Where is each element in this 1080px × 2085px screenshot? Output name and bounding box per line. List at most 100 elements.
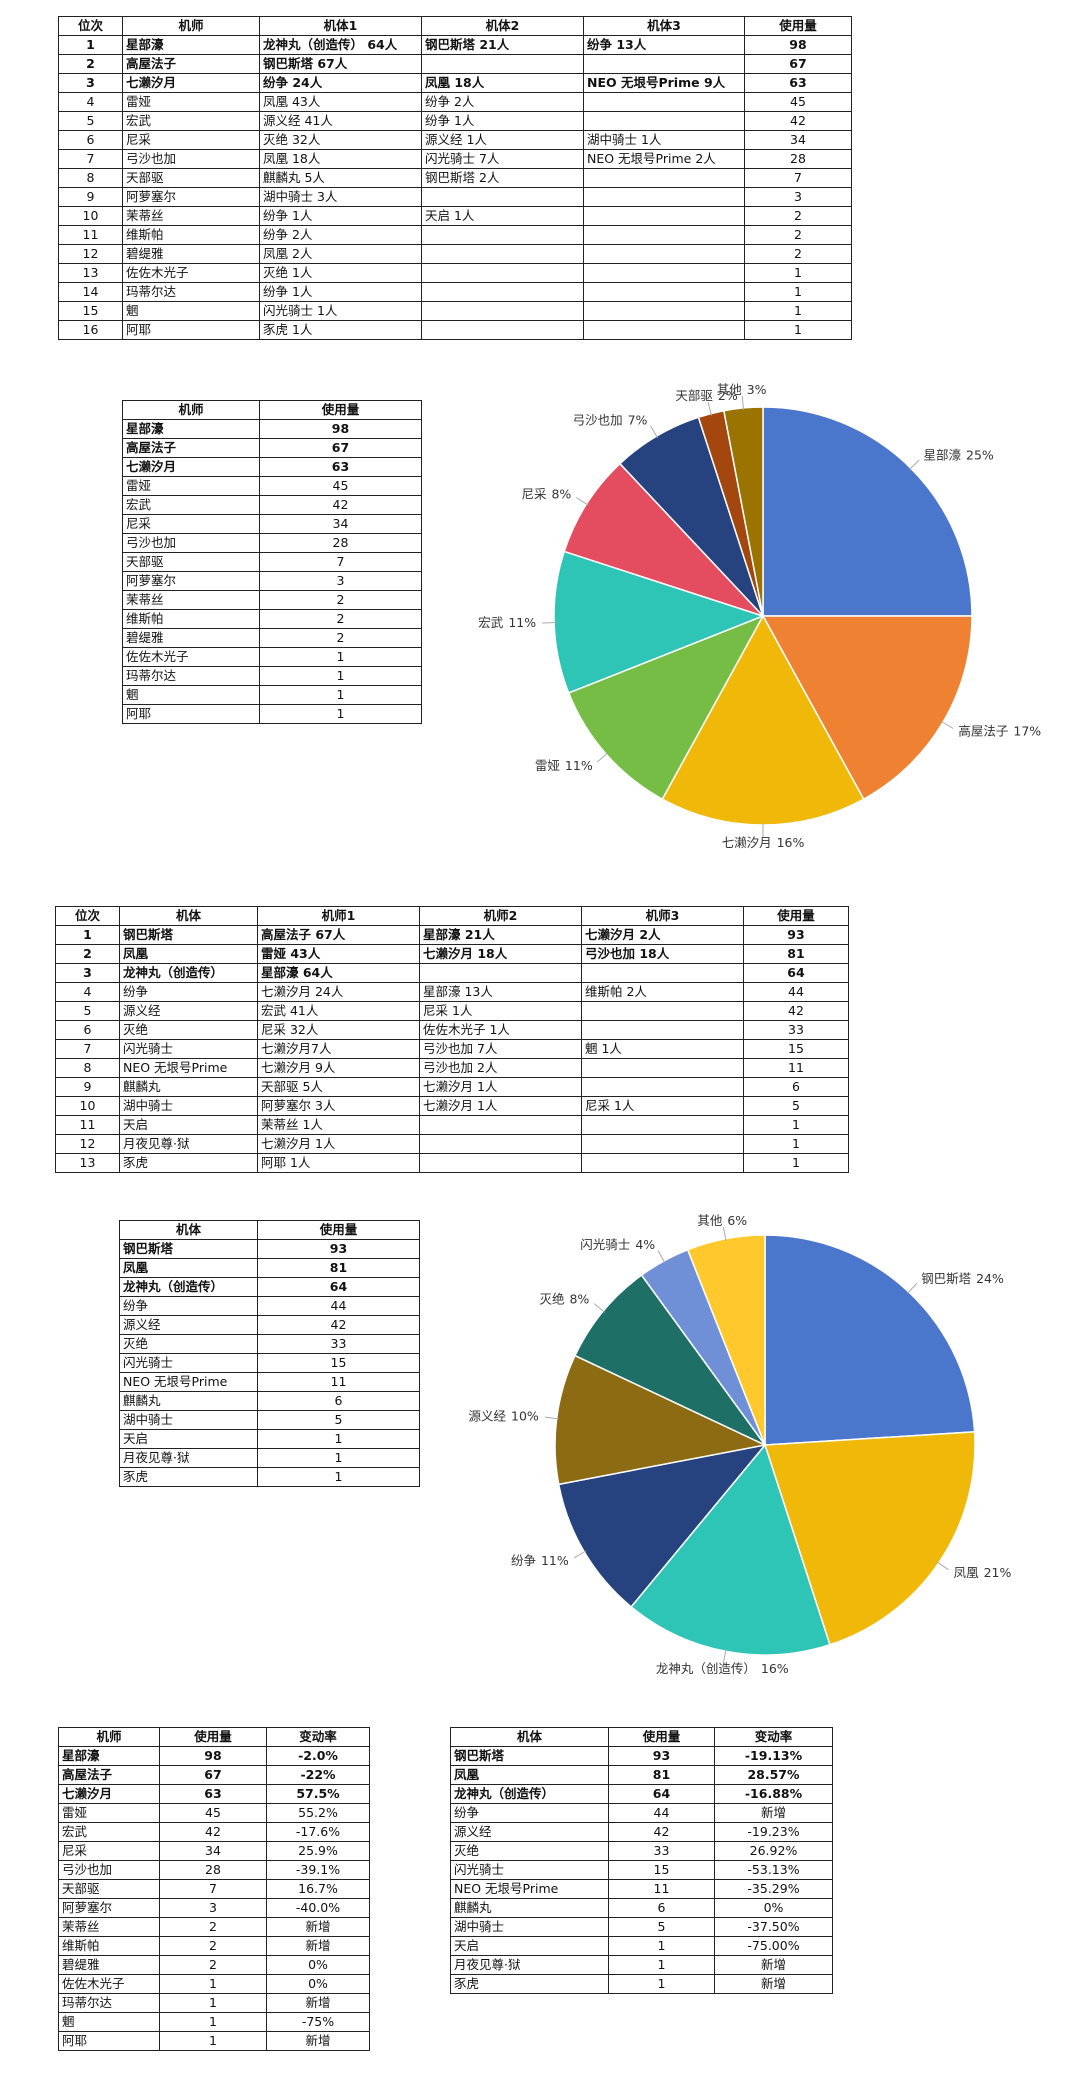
table-cell: NEO 无垠号Prime — [450, 1879, 609, 1899]
table-cell: 尼采 — [58, 1841, 160, 1861]
table-cell: 33 — [257, 1334, 420, 1354]
table-row: 碧缇雅 2 — [122, 628, 422, 648]
table-cell: 13 — [58, 263, 123, 283]
table-cell: 纷争 1人 — [421, 111, 584, 131]
table-row: 星部濠 98 -2.0% — [58, 1746, 370, 1766]
header-cell: 使用量 — [259, 400, 422, 420]
table-row: 豕虎 1 新增 — [450, 1974, 833, 1994]
table-cell: 55.2% — [266, 1803, 370, 1823]
table-cell: 11 — [58, 225, 123, 245]
table-cell: 1 — [743, 1115, 849, 1135]
table-cell: 高屋法子 — [122, 438, 260, 458]
table-cell: 钢巴斯塔 21人 — [421, 35, 584, 55]
table-cell: 弓沙也加 18人 — [581, 944, 744, 964]
table-cell: 龙神丸（创造传） — [450, 1784, 609, 1804]
label-value: 21% — [984, 1565, 1012, 1580]
table-cell: 七濑汐月 1人 — [257, 1134, 420, 1154]
table-row: 麒麟丸 6 0% — [450, 1898, 833, 1918]
label-category: 宏武 — [478, 615, 504, 630]
label-category: 弓沙也加 — [573, 412, 623, 427]
table-cell: 1 — [257, 1467, 420, 1487]
table-cell: 3 — [744, 187, 852, 207]
table-row: 阿萝塞尔 3 -40.0% — [58, 1898, 370, 1918]
table-cell: 麒麟丸 — [450, 1898, 609, 1918]
label-category: 钢巴斯塔 — [921, 1270, 972, 1285]
table-cell: 尼采 1人 — [581, 1096, 744, 1116]
table-cell: 15 — [743, 1039, 849, 1059]
table-cell: 93 — [743, 925, 849, 945]
label-category: 其他 — [717, 382, 743, 397]
table-row: 14 玛蒂尔达 纷争 1人 1 — [58, 282, 852, 302]
table-row: 16 阿耶 豕虎 1人 1 — [58, 320, 852, 340]
table-cell: 2 — [259, 628, 422, 648]
table-cell: 魍 — [122, 301, 260, 321]
table-row: 灭绝 33 — [119, 1334, 420, 1354]
table-cell: 6 — [743, 1077, 849, 1097]
table-cell: 雷娅 43人 — [257, 944, 420, 964]
table-cell: 凤凰 — [119, 1258, 258, 1278]
table-cell: 闪光骑士 — [450, 1860, 609, 1880]
table-cell: 3 — [55, 963, 120, 983]
table-cell: -39.1% — [266, 1860, 370, 1880]
table-cell: 10 — [55, 1096, 120, 1116]
table-cell: 6 — [58, 130, 123, 150]
table-cell — [583, 320, 745, 340]
table-cell: 14 — [58, 282, 123, 302]
table-cell: 七濑汐月 1人 — [419, 1096, 582, 1116]
table-cell: 2 — [159, 1936, 267, 1956]
table-cell — [583, 168, 745, 188]
table-cell: 3 — [259, 571, 422, 591]
table-row: 闪光骑士 15 -53.13% — [450, 1860, 833, 1880]
header-cell: 使用量 — [159, 1727, 267, 1747]
table-row: 天启 1 -75.00% — [450, 1936, 833, 1956]
header-row: 位次 机师 机体1 机体2 机体3 使用量 — [58, 16, 852, 36]
label-value: 25% — [966, 447, 994, 462]
table-cell: 8 — [58, 168, 123, 188]
label-value: 11% — [508, 615, 536, 630]
table-cell: 5 — [55, 1001, 120, 1021]
table-cell: 93 — [257, 1239, 420, 1259]
table-row: 阿耶 1 新增 — [58, 2031, 370, 2051]
table-cell: 茉蒂丝 — [58, 1917, 160, 1937]
table-row: 麒麟丸 6 — [119, 1391, 420, 1411]
table-cell: -75% — [266, 2012, 370, 2032]
table-cell: 源义经 — [119, 1001, 258, 1021]
table-cell: 豕虎 — [119, 1153, 258, 1173]
table-cell: 七濑汐月 9人 — [257, 1058, 420, 1078]
table-cell: 2 — [259, 609, 422, 629]
table-cell: 弓沙也加 — [58, 1860, 160, 1880]
table-cell — [421, 225, 584, 245]
data-label: 龙神丸（创造传） 16% — [656, 1660, 789, 1675]
leader-line — [936, 1561, 949, 1571]
table-cell: 新增 — [714, 1803, 833, 1823]
table-cell — [583, 92, 745, 112]
table-cell: 1 — [55, 925, 120, 945]
header-cell: 使用量 — [744, 16, 852, 36]
table-cell: 尼采 1人 — [419, 1001, 582, 1021]
table-row: 七濑汐月 63 — [122, 457, 422, 477]
table-header: 位次 机体 机师1 机师2 机师3 使用量 — [55, 906, 849, 926]
table-cell: NEO 无垠号Prime — [119, 1058, 258, 1078]
table-cell: 98 — [744, 35, 852, 55]
table-cell — [581, 1134, 744, 1154]
table-cell: 阿萝塞尔 — [122, 571, 260, 591]
table-cell: 碧缇雅 — [122, 244, 260, 264]
table-cell: 天部驱 5人 — [257, 1077, 420, 1097]
table-cell — [421, 320, 584, 340]
table-row: 阿耶 1 — [122, 704, 422, 724]
table-row: 纷争 44 新增 — [450, 1803, 833, 1823]
table-row: 13 佐佐木光子 灭绝 1人 1 — [58, 263, 852, 283]
table-cell: 源义经 1人 — [421, 130, 584, 150]
table-row: 11 维斯帕 纷争 2人 2 — [58, 225, 852, 245]
header-cell: 机体 — [119, 906, 258, 926]
table-cell: 星部濠 — [122, 419, 260, 439]
table-row: 9 阿萝塞尔 湖中骑士 3人 3 — [58, 187, 852, 207]
label-category: 纷争 — [511, 1553, 536, 1568]
table-cell: 新增 — [714, 1974, 833, 1994]
table-cell: 1 — [159, 2012, 267, 2032]
table-cell: 星部濠 64人 — [257, 963, 420, 983]
table-cell: 25.9% — [266, 1841, 370, 1861]
table-cell: 新增 — [266, 1917, 370, 1937]
label-value: 11% — [541, 1553, 569, 1568]
table-cell — [583, 282, 745, 302]
